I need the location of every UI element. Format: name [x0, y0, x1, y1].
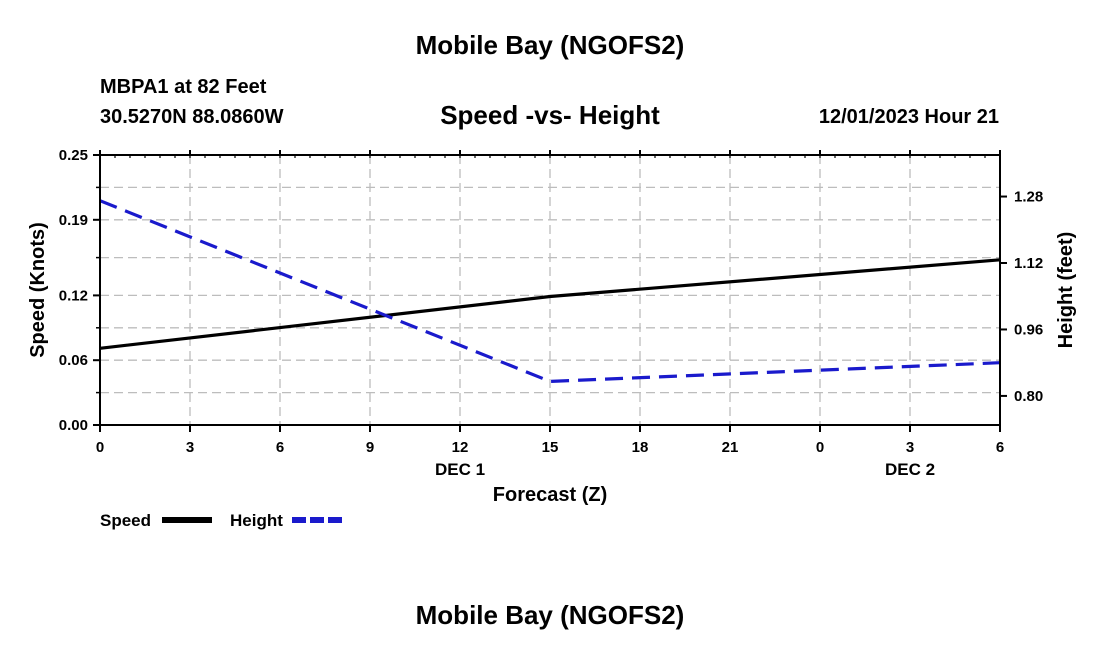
x-tick-label: 9 — [366, 439, 374, 456]
date-label: DEC 2 — [885, 460, 935, 479]
x-tick-label: 15 — [542, 439, 559, 456]
chart-grid — [100, 155, 1000, 425]
x-tick-label: 0 — [816, 439, 824, 456]
y2-tick-label: 0.80 — [1014, 388, 1043, 405]
x-tick-label: 6 — [996, 439, 1004, 456]
chart-series — [99, 199, 1001, 383]
y-tick-label: 0.19 — [59, 212, 88, 229]
legend-label: Speed — [100, 511, 151, 530]
date-label: DEC 1 — [435, 460, 485, 479]
y-tick-label: 0.25 — [59, 147, 88, 164]
y2-tick-label: 1.12 — [1014, 255, 1043, 272]
height-series-line — [99, 199, 1001, 383]
y-tick-label: 0.06 — [59, 352, 88, 369]
x-tick-label: 0 — [96, 439, 104, 456]
chart-legend: Speed Height — [100, 511, 342, 530]
y-tick-label: 0.00 — [59, 417, 88, 434]
x-tick-label: 21 — [722, 439, 739, 456]
forecast-datetime: 12/01/2023 Hour 21 — [818, 106, 999, 128]
y2-axis-title: Height (feet) — [1055, 232, 1077, 349]
x-tick-label: 3 — [906, 439, 914, 456]
x-axis-title: Forecast (Z) — [493, 484, 607, 506]
y-tick-label: 0.12 — [59, 287, 88, 304]
chart-axes: 0 3 6 9 12 15 18 21 0 3 6 DEC 1 DEC 2 0.00 0.06 0.12 0.1… — [59, 147, 1043, 479]
x-tick-label: 18 — [632, 439, 649, 456]
x-tick-label: 3 — [186, 439, 194, 456]
station-coordinates: 30.5270N 88.0860W — [100, 106, 284, 128]
x-tick-label: 12 — [452, 439, 469, 456]
station-label: MBPA1 at 82 Feet — [100, 76, 267, 98]
y2-tick-label: 0.96 — [1014, 321, 1043, 338]
y-axis-title: Speed (Knots) — [27, 222, 49, 358]
page-title: Mobile Bay (NGOFS2) — [415, 30, 685, 60]
y2-tick-label: 1.28 — [1014, 189, 1043, 206]
speed-series-line — [99, 258, 1001, 350]
x-tick-label: 6 — [276, 439, 284, 456]
legend-label: Height — [230, 511, 283, 530]
bottom-title: Mobile Bay (NGOFS2) — [415, 600, 685, 630]
chart-title: Speed -vs- Height — [440, 100, 660, 130]
